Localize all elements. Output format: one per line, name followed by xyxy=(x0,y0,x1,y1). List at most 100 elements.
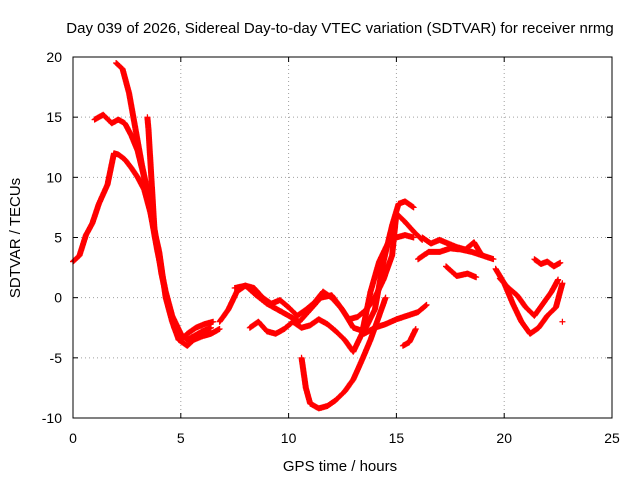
data-point xyxy=(121,120,134,138)
y-tick-label: -5 xyxy=(50,350,63,366)
series-track-14 xyxy=(496,275,562,319)
data-point xyxy=(382,294,389,301)
series-track-10 xyxy=(415,245,497,263)
data-point xyxy=(139,162,152,198)
data-point xyxy=(358,337,374,364)
data-point xyxy=(307,295,324,313)
y-tick-label: 10 xyxy=(46,169,62,185)
data-point xyxy=(402,198,416,210)
data-point xyxy=(296,307,313,325)
data-point xyxy=(531,301,546,319)
data-point xyxy=(384,235,399,247)
data-point xyxy=(333,328,347,343)
data-point xyxy=(341,377,356,395)
data-point xyxy=(350,331,365,355)
data-point xyxy=(367,259,382,295)
data-point xyxy=(298,354,309,390)
data-point xyxy=(126,90,139,132)
data-point xyxy=(277,297,291,310)
data-point xyxy=(242,282,259,298)
data-point xyxy=(208,326,222,337)
data-point xyxy=(89,201,102,227)
data-point xyxy=(225,289,240,313)
data-point xyxy=(104,151,117,188)
data-point xyxy=(121,156,134,170)
data-point xyxy=(509,300,525,324)
data-point xyxy=(559,318,566,325)
data-point xyxy=(119,66,132,96)
y-tick-label: 20 xyxy=(46,49,62,65)
data-point xyxy=(557,259,564,266)
y-tick-label: -10 xyxy=(42,410,62,426)
x-tick-label: 0 xyxy=(69,430,77,446)
y-tick-label: 5 xyxy=(54,230,62,246)
data-point xyxy=(177,331,190,343)
data-point xyxy=(473,274,480,281)
data-point xyxy=(164,300,178,330)
series-track-17 xyxy=(144,114,158,241)
data-point xyxy=(289,318,304,331)
data-point xyxy=(559,280,566,287)
x-tick-label: 15 xyxy=(389,430,405,446)
data-point xyxy=(376,295,389,319)
data-point xyxy=(82,220,95,239)
series-track-7 xyxy=(298,294,389,412)
x-tick-label: 25 xyxy=(604,430,620,446)
data-point xyxy=(216,307,231,325)
x-tick-label: 20 xyxy=(496,430,512,446)
data-point xyxy=(380,253,395,283)
data-point xyxy=(128,164,141,180)
data-point xyxy=(151,234,158,241)
x-tick-label: 5 xyxy=(177,430,185,446)
data-point xyxy=(264,300,281,313)
data-point xyxy=(410,204,417,211)
data-point xyxy=(333,389,347,403)
data-point xyxy=(324,321,339,334)
data-point xyxy=(324,397,339,409)
data-point xyxy=(402,218,417,234)
data-point xyxy=(514,292,529,310)
data-series xyxy=(70,60,566,412)
data-point xyxy=(505,285,520,298)
data-point xyxy=(95,182,111,207)
data-point xyxy=(199,325,214,335)
data-point xyxy=(544,304,559,319)
y-tick-label: 15 xyxy=(46,109,62,125)
series-track-12 xyxy=(443,263,480,281)
y-axis-label: SDTVAR / TECUs xyxy=(7,178,24,298)
data-point xyxy=(272,326,287,337)
chart-title: Day 039 of 2026, Sidereal Day-to-day VTE… xyxy=(66,20,613,37)
data-point xyxy=(490,256,497,263)
data-point xyxy=(184,337,197,349)
data-point xyxy=(464,270,479,280)
data-point xyxy=(113,60,125,72)
data-point xyxy=(371,259,387,313)
data-point xyxy=(184,325,199,337)
data-point xyxy=(527,325,541,337)
data-point xyxy=(415,249,431,263)
data-point xyxy=(471,239,484,256)
series-track-9 xyxy=(399,325,419,349)
data-point xyxy=(216,325,223,332)
data-point xyxy=(350,358,365,383)
plot-border xyxy=(72,56,613,419)
data-point xyxy=(361,325,378,337)
y-tick-label: 0 xyxy=(54,290,62,306)
data-point xyxy=(255,318,270,334)
data-point xyxy=(158,270,171,306)
data-point xyxy=(76,232,89,259)
data-point xyxy=(253,292,270,307)
data-point xyxy=(548,277,561,295)
series-track-11 xyxy=(419,234,484,257)
series-track-15 xyxy=(531,256,564,270)
data-point xyxy=(423,301,430,308)
series-track-3 xyxy=(113,60,217,343)
data-point xyxy=(410,234,417,241)
x-axis-label: GPS time / hours xyxy=(283,458,397,475)
data-point xyxy=(302,384,313,406)
data-point xyxy=(376,241,391,265)
data-point xyxy=(477,250,484,257)
data-point xyxy=(496,275,511,291)
data-point xyxy=(328,292,345,312)
